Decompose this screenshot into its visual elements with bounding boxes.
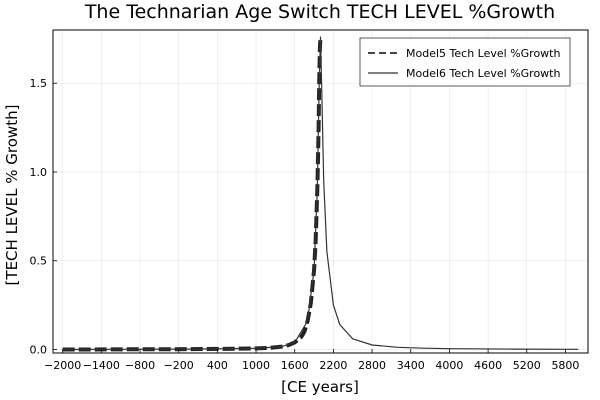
- legend: Model5 Tech Level %Growth Model6 Tech Le…: [359, 37, 571, 87]
- x-axis-ticks: −2000 −1400 −800 −200 400 1000 1600 2200 2800 340…: [44, 349, 579, 372]
- x-tick-label: 2800: [358, 359, 386, 372]
- plot-frame: [52, 29, 589, 354]
- x-tick-label: 1600: [281, 359, 309, 372]
- x-tick-label: 2200: [319, 359, 347, 372]
- x-tick-label: −800: [125, 359, 155, 372]
- x-tick-label: 1000: [242, 359, 270, 372]
- y-tick-label: 0.5: [30, 255, 48, 268]
- x-tick-label: 400: [207, 359, 228, 372]
- x-tick-label: 4000: [435, 359, 463, 372]
- legend-box: [359, 37, 571, 87]
- x-tick-label: −200: [164, 359, 194, 372]
- x-tick-label: −1400: [83, 359, 120, 372]
- y-axis-ticks: 0.0 0.5 1.0 1.5: [30, 77, 57, 356]
- x-tick-label: 3400: [397, 359, 425, 372]
- chart-title: The Technarian Age Switch TECH LEVEL %Gr…: [84, 1, 555, 23]
- legend-label-model6: Model6 Tech Level %Growth: [406, 67, 560, 80]
- series-line-model6: [62, 36, 579, 351]
- y-tick-label: 0.0: [30, 343, 48, 356]
- legend-label-model5: Model5 Tech Level %Growth: [406, 47, 560, 60]
- series-layer: [62, 36, 579, 352]
- x-tick-label: −2000: [44, 359, 81, 372]
- x-axis-label: [CE years]: [281, 378, 359, 396]
- x-tick-label: 5200: [513, 359, 541, 372]
- y-tick-label: 1.0: [30, 166, 48, 179]
- x-tick-label: 4600: [474, 359, 502, 372]
- y-axis-label: [TECH LEVEL % Growth]: [3, 105, 21, 286]
- y-tick-label: 1.5: [30, 77, 48, 90]
- x-tick-label: 5800: [551, 359, 579, 372]
